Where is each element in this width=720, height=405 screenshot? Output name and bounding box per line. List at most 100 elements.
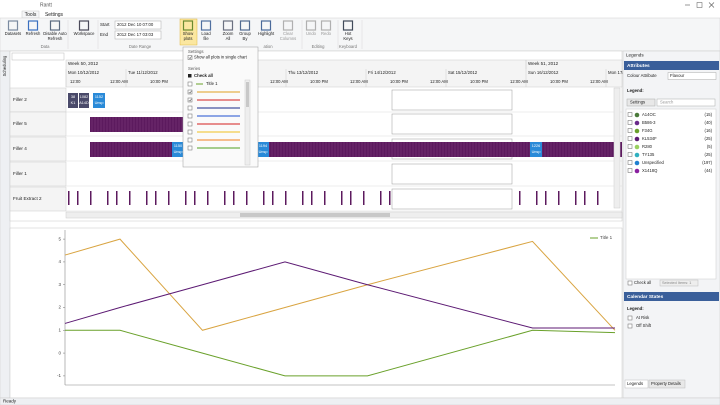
task-label: Unsp [532,150,541,154]
panel-tab[interactable] [648,379,686,389]
task-label: Unsp [259,150,268,154]
ribbon-button[interactable]: Highlight [258,31,275,36]
checkbox[interactable] [187,97,193,103]
checkbox[interactable] [627,168,633,173]
checkbox[interactable] [627,128,633,133]
checkbox[interactable] [627,136,633,141]
checkbox[interactable] [187,129,193,135]
ribbon-button[interactable]: Hot [345,31,352,36]
check-all-box[interactable] [188,74,192,78]
scroll-thumb[interactable] [240,213,390,217]
menu-scrollbar[interactable] [244,79,251,166]
checkbox[interactable] [627,323,633,329]
checkbox[interactable] [187,121,193,127]
ribbon-button[interactable]: By [243,36,249,41]
checkbox[interactable] [187,137,193,143]
legend-color [634,168,640,174]
checkbox[interactable] [627,120,633,125]
task-tick [324,191,326,205]
button-icon [320,20,332,31]
checkbox[interactable] [627,152,633,157]
checkbox[interactable] [627,144,633,149]
legend-label: Title 1 [600,235,613,240]
task-label: 1194 [259,144,267,148]
task-label: Unsp [174,150,183,154]
ribbon-tab[interactable]: Settings [45,12,64,18]
checkbox[interactable] [627,280,633,286]
status-text: Ready [3,399,17,404]
settings-text[interactable]: Settings [630,100,645,105]
checkbox[interactable] [187,55,193,60]
side-tab[interactable]: Scheduling [2,55,7,76]
week-label: Week 50, 2012 [68,61,99,66]
y-tick-label: -1 [57,373,61,378]
y-tick-label: 1 [58,327,61,332]
ribbon-button[interactable]: file [203,36,209,41]
time-label: 12:00 AM [350,79,368,84]
menu-item[interactable]: Check all [194,73,213,78]
button-icon [239,20,251,31]
panel-header: Legends [626,53,644,58]
settings-button[interactable] [626,98,656,107]
panel-tab-label[interactable]: Property Details [651,381,681,386]
task-block[interactable] [79,93,89,108]
ribbon-tab[interactable]: Tools [25,12,37,18]
checkbox[interactable] [187,89,193,95]
checkbox[interactable] [187,113,193,119]
task-tick [597,191,599,205]
checkbox[interactable] [627,160,633,165]
day-label: Sun 16/12/2012 [528,70,559,75]
task-block[interactable] [257,142,269,157]
ribbon-button[interactable]: Refresh [26,31,41,36]
panel-tab-label[interactable]: Legends [627,381,643,386]
ribbon-button[interactable]: Columns [280,36,297,41]
ribbon-button[interactable]: Group [239,31,251,36]
series-line [64,238,616,331]
checkbox[interactable] [187,145,193,151]
ribbon-button[interactable]: Refresh [48,36,63,41]
task-block[interactable] [68,93,78,108]
start-input[interactable] [114,20,162,30]
task-tick [233,191,235,205]
checkbox[interactable] [187,105,193,111]
checkbox[interactable] [187,81,193,87]
filter-box[interactable] [11,52,65,61]
checkbox[interactable] [627,315,633,321]
legend-label: Legend: [627,306,644,311]
ribbon-button[interactable]: Show [183,31,194,36]
menu-scroll-thumb[interactable] [246,82,249,107]
ribbon-button[interactable]: Datasets [5,31,22,36]
task-block[interactable] [172,142,184,157]
ribbon-button[interactable]: Redo [321,31,332,36]
ribbon-button[interactable]: Disable Auto [43,31,67,36]
end-input[interactable] [114,30,162,40]
task-block[interactable] [93,93,105,108]
search-box[interactable] [656,98,716,107]
task-label: 38 [71,95,75,99]
y-tick-label: 5 [58,236,61,241]
menu-item[interactable]: Show all plots in single chart [194,55,248,60]
calendar-state: Off Shift [636,323,652,328]
ribbon-button[interactable]: Workspace [74,31,96,36]
checkbox[interactable] [627,112,633,117]
colour-select[interactable] [667,72,717,80]
task-tick [263,191,265,205]
ribbon-button[interactable]: Zoom [223,31,234,36]
v-scrollbar[interactable] [613,87,621,209]
row-label: Filler 1 [13,171,27,176]
menu-item[interactable]: Title 1 [206,81,218,86]
ribbon-button[interactable]: Clear [283,31,294,36]
legend-count: (16) [705,128,713,133]
ribbon-button[interactable]: plots [184,36,193,41]
ribbon-button[interactable]: All [226,36,231,41]
ribbon-button[interactable]: Load [201,31,211,36]
series-line [64,261,615,329]
time-label: 12:00 AM [110,79,128,84]
day-label: Thu 13/12/2012 [288,70,319,75]
task-block[interactable] [530,142,542,157]
ribbon-button[interactable]: Undo [306,31,317,36]
panel-tab[interactable] [624,379,649,389]
ribbon-button[interactable]: Keys [343,36,352,41]
time-label: 12:00 AM [510,79,528,84]
